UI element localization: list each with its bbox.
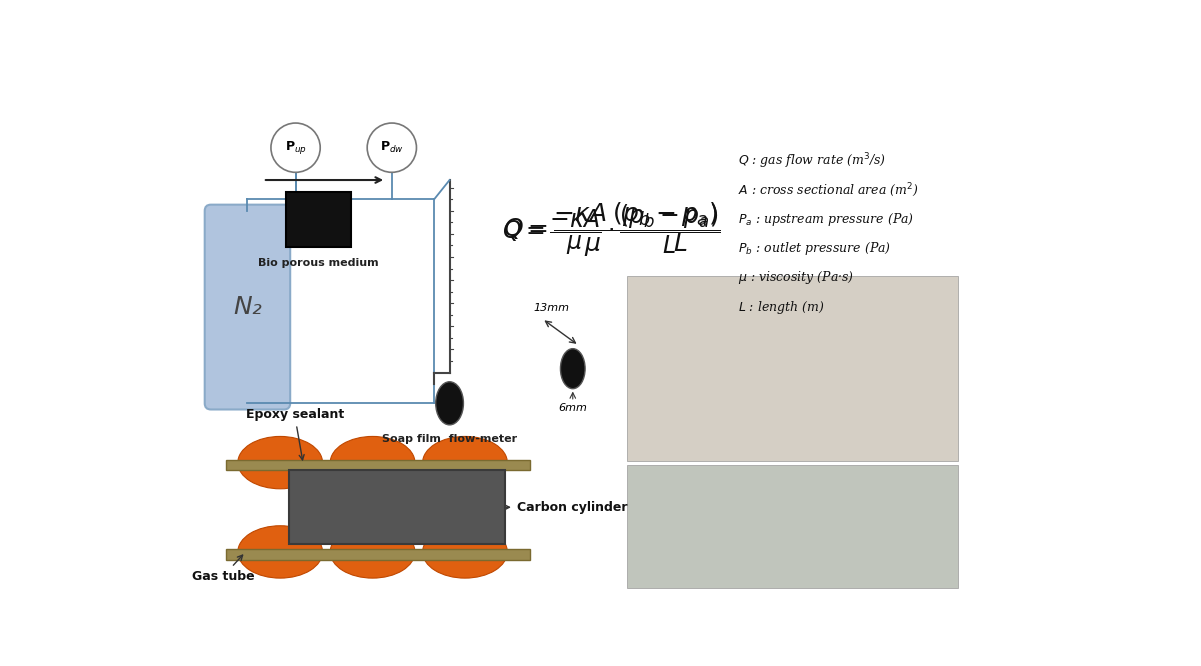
Text: $Q = \dfrac{-\kappa A}{\mu} \cdot \dfrac{(p_b - p_a)}{L}$: $Q = \dfrac{-\kappa A}{\mu} \cdot \dfrac…: [502, 203, 721, 257]
Text: $\mathbf{P}_{up}$: $\mathbf{P}_{up}$: [285, 139, 306, 157]
Circle shape: [368, 123, 417, 172]
Text: Gas tube: Gas tube: [192, 555, 255, 583]
Ellipse shape: [436, 382, 464, 425]
Ellipse shape: [238, 436, 323, 489]
Text: $L$ : length (m): $L$ : length (m): [739, 298, 825, 316]
Bar: [226, 549, 531, 559]
Text: Epoxy sealant: Epoxy sealant: [245, 408, 343, 460]
Ellipse shape: [238, 525, 323, 578]
Bar: [289, 470, 504, 544]
Text: Carbon cylinder: Carbon cylinder: [485, 501, 627, 513]
Text: $Q = \dfrac{-\kappa A\;(p_b - p_a)}{\mu\qquad\quad L}$: $Q = \dfrac{-\kappa A\;(p_b - p_a)}{\mu\…: [503, 200, 719, 260]
Ellipse shape: [561, 348, 585, 389]
Text: 6mm: 6mm: [558, 404, 587, 414]
Bar: [627, 276, 957, 461]
Text: N₂: N₂: [233, 295, 262, 319]
Text: $P_b$ : outlet pressure (Pa): $P_b$ : outlet pressure (Pa): [739, 240, 891, 257]
Ellipse shape: [330, 436, 414, 489]
Ellipse shape: [330, 525, 414, 578]
Circle shape: [271, 123, 321, 172]
FancyBboxPatch shape: [204, 204, 291, 410]
Bar: [627, 465, 957, 588]
Text: $Q$ : gas flow rate (m$^3$/s): $Q$ : gas flow rate (m$^3$/s): [739, 151, 886, 170]
Text: Soap film  flow-meter: Soap film flow-meter: [382, 434, 518, 444]
Text: Bio porous medium: Bio porous medium: [258, 258, 380, 268]
Text: 13mm: 13mm: [533, 303, 569, 313]
Ellipse shape: [423, 525, 507, 578]
Text: $A$ : cross sectional area (m$^2$): $A$ : cross sectional area (m$^2$): [739, 181, 919, 199]
Bar: [286, 192, 352, 247]
Text: $\mu$ : viscosity (Pa·s): $\mu$ : viscosity (Pa·s): [739, 269, 855, 286]
Bar: [226, 460, 531, 470]
Ellipse shape: [423, 436, 507, 489]
Text: $\mathbf{P}_{dw}$: $\mathbf{P}_{dw}$: [380, 140, 404, 155]
Text: $P_a$ : upstream pressure (Pa): $P_a$ : upstream pressure (Pa): [739, 211, 914, 228]
